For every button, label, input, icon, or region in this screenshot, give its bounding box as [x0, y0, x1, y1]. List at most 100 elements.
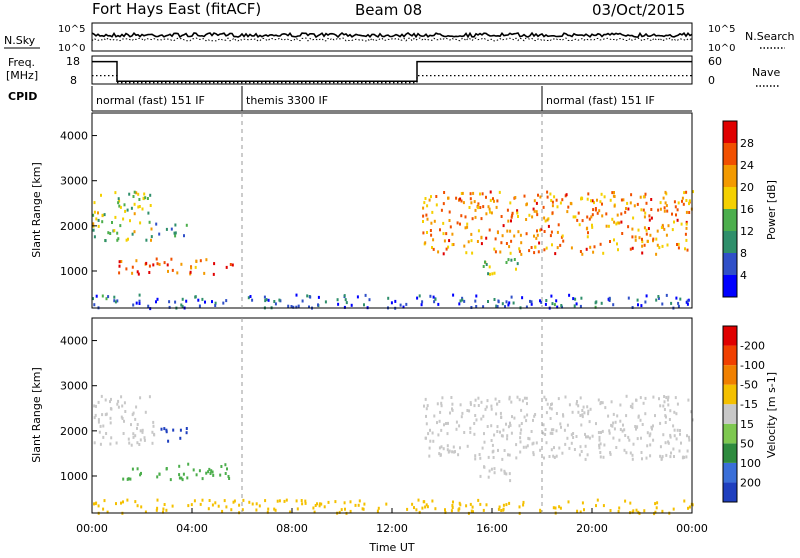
data-cell — [528, 213, 531, 217]
y-tick-label: 2000 — [60, 425, 88, 438]
data-cell — [536, 233, 539, 237]
data-cell — [124, 410, 127, 413]
data-cell — [145, 261, 148, 265]
data-cell — [93, 441, 96, 445]
data-cell — [417, 498, 420, 502]
data-cell — [623, 428, 626, 432]
data-cell — [535, 441, 538, 445]
data-cell — [685, 199, 688, 202]
data-cell — [199, 502, 202, 506]
data-cell — [456, 221, 459, 225]
data-cell — [460, 214, 463, 218]
data-cell — [510, 219, 512, 223]
data-cell — [662, 404, 665, 408]
data-cell — [599, 242, 602, 246]
data-cell — [666, 398, 669, 402]
data-cell — [673, 434, 676, 438]
data-cell — [586, 215, 589, 219]
data-cell — [666, 243, 669, 247]
data-cell — [505, 242, 508, 245]
data-cell — [455, 427, 458, 431]
data-cell — [489, 210, 491, 214]
data-cell — [431, 210, 434, 214]
colorbar-frame — [722, 325, 738, 503]
data-cell — [680, 222, 683, 226]
data-cell — [238, 503, 241, 507]
data-cell — [673, 410, 676, 414]
data-cell — [205, 471, 208, 475]
data-cell — [587, 435, 589, 439]
data-cell — [442, 221, 445, 225]
data-cell — [517, 230, 520, 234]
data-cell — [656, 229, 659, 233]
data-cell — [107, 231, 110, 235]
data-cell — [516, 211, 519, 215]
data-cell — [577, 211, 580, 215]
data-cell — [116, 299, 119, 303]
data-cell — [477, 396, 480, 400]
data-cell — [474, 215, 477, 219]
data-cell — [433, 414, 436, 418]
data-cell — [128, 192, 131, 196]
data-cell — [99, 442, 102, 446]
data-cell — [555, 429, 558, 433]
data-cell — [156, 475, 159, 479]
data-cell — [586, 197, 589, 201]
data-cell — [136, 423, 139, 426]
colorbar-tick-label: 200 — [740, 476, 761, 489]
data-cell — [676, 218, 679, 222]
data-cell — [431, 246, 433, 249]
data-cell — [467, 240, 470, 244]
data-cell — [503, 471, 506, 475]
data-cell — [687, 506, 689, 510]
data-cell — [575, 435, 578, 438]
data-cell — [530, 300, 533, 304]
data-cell — [665, 233, 668, 237]
data-cell — [451, 243, 454, 247]
data-cell — [489, 190, 492, 194]
data-cell — [423, 404, 425, 408]
data-cell — [122, 432, 125, 435]
data-cell — [130, 423, 132, 427]
data-cell — [93, 235, 96, 239]
data-cell — [574, 215, 577, 219]
data-cell — [663, 400, 666, 404]
data-cell — [300, 499, 303, 502]
data-cell — [138, 302, 141, 305]
data-cell — [598, 209, 601, 213]
data-cell — [127, 437, 130, 441]
data-cell — [92, 222, 95, 226]
data-cell — [498, 505, 501, 509]
data-cell — [213, 262, 216, 266]
data-cell — [132, 432, 135, 436]
data-cell — [543, 456, 545, 460]
data-cell — [292, 305, 295, 309]
data-cell — [681, 199, 683, 203]
data-cell — [122, 500, 124, 504]
data-cell — [479, 456, 482, 460]
data-cell — [667, 224, 670, 228]
data-cell — [488, 228, 491, 232]
data-cell — [141, 430, 144, 434]
data-cell — [312, 506, 315, 510]
data-cell — [475, 294, 478, 298]
data-cell — [125, 238, 128, 242]
data-cell — [432, 238, 435, 242]
data-cell — [492, 456, 495, 459]
data-cell — [493, 247, 496, 251]
data-cell — [680, 441, 682, 445]
data-cell — [681, 456, 684, 460]
data-cell — [155, 257, 158, 261]
data-cell — [584, 444, 587, 448]
data-cell — [510, 239, 513, 243]
data-cell — [98, 430, 101, 434]
data-cell — [432, 295, 435, 299]
data-cell — [428, 198, 431, 202]
data-cell — [142, 196, 145, 200]
data-cell — [474, 299, 477, 303]
data-cell — [516, 209, 519, 213]
data-cell — [471, 217, 474, 221]
velocity-y-ticks: 1000 2000 3000 4000 — [60, 335, 97, 483]
data-cell — [545, 441, 548, 445]
data-cell — [570, 433, 573, 437]
